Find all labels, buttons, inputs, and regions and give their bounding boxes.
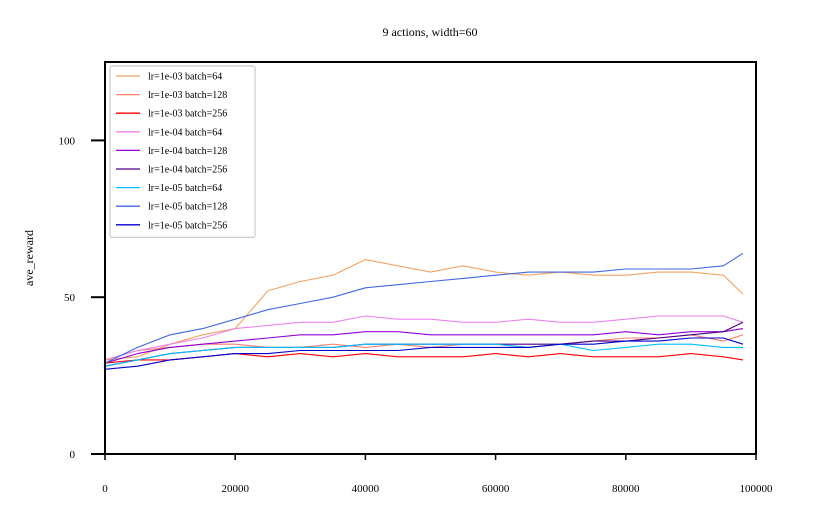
y-tick-label: 100: [59, 135, 76, 147]
legend: lr=1e-03 batch=64 lr=1e-03 batch=128 lr=1e…: [109, 65, 256, 238]
legend-label: lr=1e-05 batch=64: [148, 183, 222, 194]
legend-label: lr=1e-05 batch=256: [148, 220, 227, 231]
legend-label: lr=1e-04 batch=256: [148, 165, 227, 176]
x-tick-label: 100000: [740, 483, 774, 495]
x-tick-label: 0: [102, 483, 108, 495]
series-line-3: [104, 353, 744, 364]
legend-label: lr=1e-03 batch=256: [148, 109, 227, 120]
plot-area: [104, 252, 744, 370]
series-line-8: [104, 252, 744, 364]
x-tick-label: 40000: [352, 483, 380, 495]
legend-box: [109, 65, 256, 238]
y-axis-label: ave_reward: [22, 230, 36, 286]
axes: 0 20000 40000 60000 80000 100000 0 50 100: [59, 61, 774, 495]
series-line-4: [104, 315, 744, 361]
x-tick-label: 80000: [612, 483, 640, 495]
legend-label: lr=1e-03 batch=128: [148, 90, 227, 101]
y-tick-label: 50: [64, 292, 76, 304]
chart-title: 9 actions, width=60: [382, 25, 477, 39]
series-line-9: [104, 337, 744, 370]
series-line-7: [104, 343, 743, 367]
legend-label: lr=1e-05 batch=128: [148, 202, 227, 213]
legend-label: lr=1e-03 batch=64: [148, 72, 222, 83]
y-tick-label: 0: [70, 449, 76, 461]
x-tick-label: 60000: [482, 483, 510, 495]
series-line-5: [104, 328, 744, 364]
legend-label: lr=1e-04 batch=64: [148, 127, 222, 138]
plot-frame: [104, 61, 757, 455]
series-line-1: [104, 259, 744, 361]
x-tick-label: 20000: [221, 483, 249, 495]
legend-label: lr=1e-04 batch=128: [148, 146, 227, 157]
